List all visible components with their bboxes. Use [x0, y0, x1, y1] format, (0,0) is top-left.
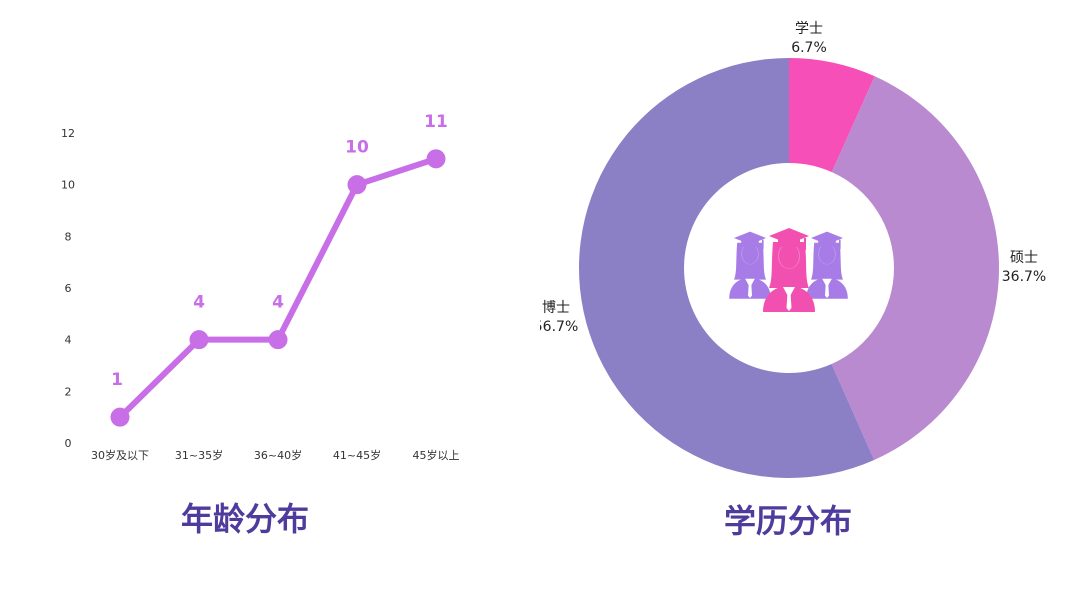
education-chart-title: 学历分布 [723, 502, 852, 540]
graduates-icon [729, 228, 848, 312]
y-tick-label: 4 [65, 334, 72, 347]
y-tick-label: 0 [65, 437, 72, 450]
x-tick-label: 30岁及以下 [91, 448, 149, 462]
age-series-line [117, 155, 439, 421]
donut-slice [831, 76, 999, 460]
slice-name-label: 博士 [542, 299, 570, 316]
slice-name-label: 学士 [795, 21, 823, 37]
data-point [347, 175, 367, 195]
data-label: 1 [111, 370, 123, 390]
y-tick-label: 6 [65, 282, 72, 295]
slice-value-label: 6.7% [791, 40, 827, 56]
x-tick-label: 36~40岁 [254, 448, 302, 462]
slice-value-label: 36.7% [1002, 269, 1046, 285]
data-label: 4 [272, 293, 284, 313]
data-point [189, 330, 209, 350]
x-tick-label: 41~45岁 [333, 448, 381, 462]
donut-slice [789, 58, 875, 173]
data-point [110, 407, 130, 427]
data-point [426, 149, 446, 169]
donut-slice [579, 58, 875, 478]
y-tick-label: 10 [61, 179, 75, 192]
slice-value-label: 56.7% [540, 319, 578, 335]
y-tick-label: 2 [65, 385, 72, 398]
age-chart-title: 年龄分布 [180, 500, 309, 538]
y-tick-label: 8 [65, 230, 72, 243]
x-tick-label: 31~35岁 [175, 448, 223, 462]
data-point [268, 330, 288, 350]
education-donut-chart: 学士 6.7% 硕士 36.7% 博士 56.7% [540, 21, 1046, 478]
data-label: 11 [424, 112, 448, 132]
y-tick-label: 12 [61, 127, 75, 140]
data-label: 10 [345, 138, 369, 158]
age-line-chart: 0 2 4 6 8 10 12 30岁及以下 31~35岁 36~40岁 41~45岁 45岁以上 1 4… [61, 112, 460, 462]
slice-name-label: 硕士 [1010, 250, 1038, 266]
x-tick-label: 45岁以上 [413, 448, 460, 462]
data-label: 4 [193, 293, 205, 313]
